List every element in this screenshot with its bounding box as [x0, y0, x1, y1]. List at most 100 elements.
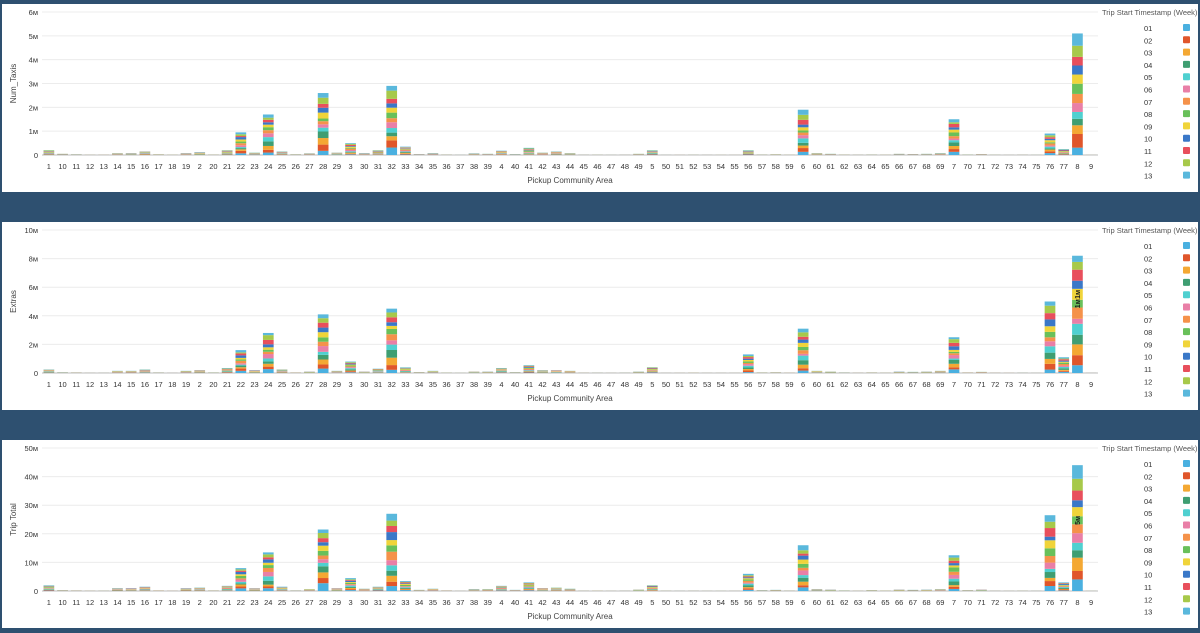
bar-stack-20[interactable] — [208, 372, 219, 373]
bar-segment-week-11[interactable] — [262, 557, 274, 560]
bar-segment-week-13[interactable] — [797, 109, 809, 115]
bar-stack-71[interactable] — [976, 371, 987, 373]
bar-segment-week-12[interactable] — [1044, 305, 1056, 314]
bar-segment-week-02[interactable] — [317, 144, 329, 151]
bar-segment-week-07[interactable] — [1072, 524, 1083, 534]
bar-segment-week-09[interactable] — [221, 151, 233, 153]
bar-segment-week-07[interactable] — [372, 588, 384, 589]
bar-segment-week-03[interactable] — [646, 589, 658, 591]
bar-stack-3[interactable] — [345, 578, 356, 591]
bar-stack-3[interactable] — [345, 143, 356, 155]
bar-stack-26[interactable] — [290, 590, 302, 591]
bar-segment-week-12[interactable] — [262, 335, 274, 340]
bar-stack-49[interactable] — [633, 371, 644, 373]
bar-stack-49[interactable] — [633, 589, 644, 591]
bar-segment-week-04[interactable] — [235, 148, 247, 150]
bar-segment-week-04[interactable] — [742, 585, 754, 588]
bar-stack-28[interactable] — [317, 314, 329, 373]
bar-segment-week-11[interactable] — [317, 322, 329, 328]
bar-segment-week-08[interactable] — [1072, 516, 1083, 525]
bar-segment-week-01[interactable] — [235, 370, 247, 373]
bar-segment-week-03[interactable] — [400, 588, 411, 590]
bar-segment-week-11[interactable] — [317, 538, 329, 543]
bar-segment-week-11[interactable] — [386, 98, 398, 104]
bar-segment-week-04[interactable] — [386, 132, 398, 137]
bar-stack-29[interactable] — [331, 152, 343, 155]
bar-segment-week-10[interactable] — [1044, 319, 1056, 327]
bar-stack-64[interactable] — [866, 590, 878, 591]
bar-segment-week-09[interactable] — [262, 562, 274, 566]
bar-segment-week-02[interactable] — [235, 368, 247, 371]
bar-stack-42[interactable] — [537, 152, 548, 155]
bar-segment-week-09[interactable] — [317, 112, 329, 119]
bar-segment-week-09[interactable] — [1044, 140, 1056, 143]
bar-segment-week-03[interactable] — [345, 587, 356, 590]
bar-segment-week-08[interactable] — [386, 112, 398, 119]
bar-segment-week-09[interactable] — [235, 574, 247, 576]
bar-stack-8[interactable] — [1072, 255, 1083, 373]
bar-segment-week-11[interactable] — [386, 525, 398, 533]
bar-stack-69[interactable] — [934, 588, 946, 591]
bar-segment-week-01[interactable] — [386, 147, 398, 155]
bar-segment-week-04[interactable] — [262, 580, 274, 585]
bar-segment-week-11[interactable] — [797, 119, 809, 125]
bar-stack-8[interactable] — [1072, 33, 1083, 155]
bar-segment-week-09[interactable] — [797, 342, 809, 347]
bar-segment-week-12[interactable] — [386, 90, 398, 99]
bar-segment-week-01[interactable] — [345, 372, 356, 373]
bar-segment-week-12[interactable] — [317, 532, 329, 539]
bar-segment-week-12[interactable] — [948, 557, 960, 561]
legend-item-week-13[interactable]: 13 — [1144, 389, 1190, 399]
bar-stack-22[interactable] — [235, 568, 247, 591]
legend-item-week-04[interactable]: 04 — [1144, 278, 1190, 288]
legend-item-week-05[interactable]: 05 — [1144, 291, 1190, 300]
bar-stack-4[interactable] — [496, 150, 507, 155]
bar-stack-56[interactable] — [742, 573, 754, 591]
bar-stack-35[interactable] — [427, 588, 439, 591]
bar-segment-week-11[interactable] — [797, 553, 809, 556]
bar-segment-week-03[interactable] — [1044, 577, 1056, 582]
bar-segment-week-08[interactable] — [345, 147, 356, 149]
bar-segment-week-03[interactable] — [235, 149, 247, 151]
bar-segment-week-08[interactable] — [317, 337, 329, 342]
bar-segment-week-05[interactable] — [948, 140, 960, 143]
bar-segment-week-13[interactable] — [221, 367, 233, 369]
bar-stack-56[interactable] — [742, 150, 754, 155]
bar-segment-week-03[interactable] — [948, 363, 960, 368]
bar-segment-week-11[interactable] — [235, 136, 247, 138]
bar-segment-week-06[interactable] — [317, 559, 329, 563]
bar-segment-week-06[interactable] — [317, 346, 329, 352]
bar-segment-week-05[interactable] — [742, 365, 754, 368]
bar-segment-week-08[interactable] — [262, 127, 274, 131]
bar-segment-week-06[interactable] — [496, 588, 507, 590]
bar-segment-week-07[interactable] — [317, 121, 329, 125]
bar-segment-week-05[interactable] — [262, 137, 274, 142]
bar-stack-5[interactable] — [646, 585, 658, 591]
bar-segment-week-07[interactable] — [742, 362, 754, 365]
bar-segment-week-04[interactable] — [797, 577, 809, 582]
bar-segment-week-04[interactable] — [235, 365, 247, 368]
bar-segment-week-05[interactable] — [317, 127, 329, 132]
bar-segment-week-04[interactable] — [496, 371, 507, 372]
bar-segment-week-12[interactable] — [345, 362, 356, 364]
bar-stack-76[interactable] — [1044, 515, 1056, 591]
bar-segment-week-06[interactable] — [742, 364, 754, 366]
bar-segment-week-13[interactable] — [797, 328, 809, 333]
bar-segment-week-13[interactable] — [523, 582, 535, 584]
bar-segment-week-08[interactable] — [386, 328, 398, 335]
bar-segment-week-12[interactable] — [742, 355, 754, 358]
bar-segment-week-11[interactable] — [235, 353, 247, 356]
bar-segment-week-07[interactable] — [1058, 585, 1070, 587]
bar-segment-week-03[interactable] — [523, 371, 535, 372]
bar-stack-30[interactable] — [358, 588, 370, 591]
bar-segment-week-03[interactable] — [1058, 369, 1070, 371]
bar-segment-week-01[interactable] — [646, 372, 658, 373]
bar-segment-week-09[interactable] — [1072, 74, 1083, 84]
bar-stack-57[interactable] — [756, 372, 768, 373]
bar-segment-week-09[interactable] — [742, 359, 754, 362]
bar-segment-week-01[interactable] — [262, 369, 274, 373]
bar-segment-week-03[interactable] — [523, 153, 535, 155]
bar-stack-35[interactable] — [427, 153, 439, 155]
legend-item-week-06[interactable]: 06 — [1144, 303, 1190, 313]
bar-stack-66[interactable] — [893, 153, 905, 155]
